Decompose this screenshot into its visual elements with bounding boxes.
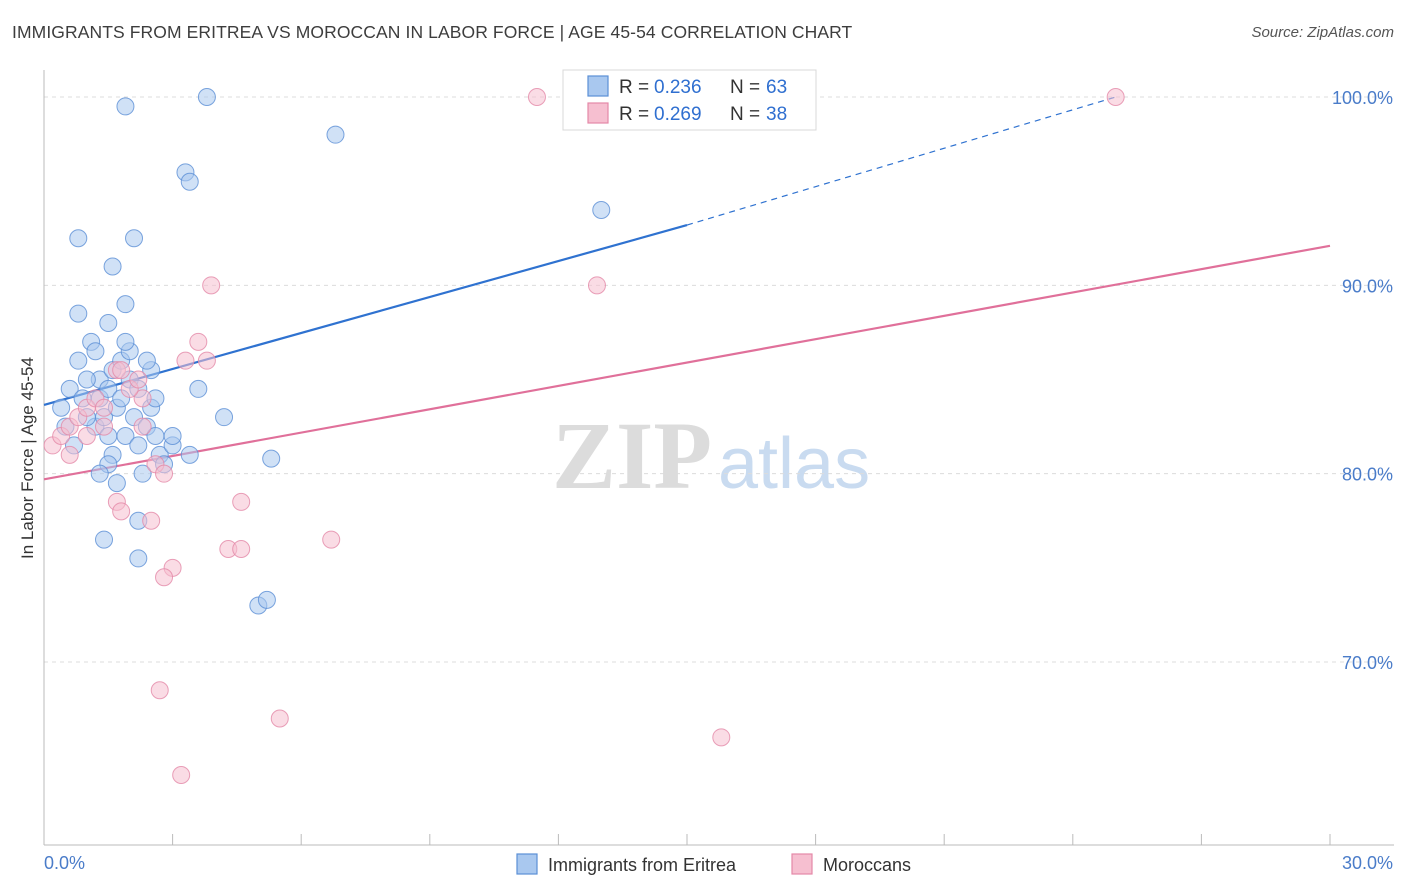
point-eritrea [99,379,118,398]
axes [43,70,1394,846]
point-eritrea [125,229,144,248]
stats-n-value: 38 [766,104,787,125]
point-moroccan [270,709,289,728]
point-moroccan [587,276,606,295]
point-eritrea [133,464,152,483]
point-moroccan [112,361,131,380]
point-eritrea [60,379,79,398]
point-eritrea [69,304,88,323]
point-eritrea [116,295,135,314]
point-eritrea [180,172,199,191]
y-tick-label: 70.0% [1342,653,1393,673]
point-moroccan [712,728,731,747]
point-moroccan [202,276,221,295]
y-tick-labels: 70.0% 80.0% 90.0% 100.0% [1332,88,1393,673]
point-moroccan [172,766,191,784]
chart-title: IMMIGRANTS FROM ERITREA VS MOROCCAN IN L… [12,22,853,42]
point-eritrea [107,474,126,493]
point-eritrea [592,201,611,219]
point-moroccan [197,351,216,370]
stats-n-label: N = [730,104,760,125]
point-moroccan [176,351,195,370]
point-moroccan [77,427,96,445]
point-eritrea [326,125,345,144]
point-eritrea [95,530,114,549]
stats-r-value: 0.236 [654,77,702,98]
point-eritrea [52,398,71,417]
stats-legend: R = 0.236 N = 63 R = 0.269 N = 38 [562,69,817,131]
point-eritrea [215,408,234,427]
point-eritrea [69,229,88,248]
point-eritrea [99,314,118,332]
point-eritrea [197,88,216,106]
legend-swatch-eritrea [516,853,538,875]
legend-label-eritrea: Immigrants from Eritrea [548,855,737,875]
point-moroccan [129,370,148,389]
point-eritrea [86,342,105,361]
point-moroccan [142,511,161,530]
watermark-zip: ZIP [552,402,712,509]
point-eritrea [103,257,122,276]
point-moroccan [527,88,546,106]
point-eritrea [257,590,276,609]
watermark: ZIP atlas [552,402,870,509]
point-eritrea [129,436,148,455]
stats-n-label: N = [730,77,760,98]
legend-swatch-moroccans [791,853,813,875]
point-eritrea [116,97,135,116]
point-moroccan [189,332,208,351]
data-points [43,88,1125,784]
point-eritrea [129,549,148,568]
y-tick-label: 80.0% [1342,465,1393,485]
stats-swatch-eritrea [587,75,609,97]
x-tick-labels: 0.0% 30.0% [44,853,1393,873]
y-tick-label: 90.0% [1342,276,1393,296]
point-moroccan [232,492,251,511]
point-moroccan [232,540,251,558]
point-eritrea [77,370,96,389]
point-moroccan [133,389,152,408]
point-moroccan [112,502,131,521]
x-tick-label: 0.0% [44,853,85,873]
stats-r-label: R = [619,77,649,98]
point-moroccan [155,568,174,587]
point-moroccan [95,398,114,417]
stats-swatch-moroccans [587,102,609,124]
source-credit: Source: ZipAtlas.com [1251,24,1394,41]
legend-label-moroccans: Moroccans [823,855,911,875]
gridlines [44,96,1394,663]
point-eritrea [189,379,208,398]
stats-r-value: 0.269 [654,104,702,125]
trend-line-moroccan [43,244,1331,481]
point-moroccan [133,417,152,436]
trend-extension-eritrea [686,96,1116,226]
point-eritrea [90,464,109,483]
point-moroccan [60,445,79,464]
y-axis-label: In Labor Force | Age 45-54 [18,357,37,559]
stats-n-value: 63 [766,77,787,98]
point-moroccan [155,464,174,483]
stats-r-label: R = [619,104,649,125]
series-legend: Immigrants from Eritrea Moroccans [516,853,911,875]
point-eritrea [69,351,88,370]
point-moroccan [1106,88,1125,106]
y-tick-label: 100.0% [1332,88,1393,108]
point-eritrea [262,449,281,468]
point-eritrea [163,427,182,445]
point-moroccan [95,417,114,436]
point-eritrea [180,445,199,464]
point-moroccan [322,530,341,549]
point-eritrea [116,427,135,445]
point-moroccan [150,681,169,700]
x-tick-label: 30.0% [1342,853,1393,873]
point-eritrea [116,332,135,351]
point-eritrea [137,351,156,370]
watermark-atlas: atlas [718,424,870,504]
